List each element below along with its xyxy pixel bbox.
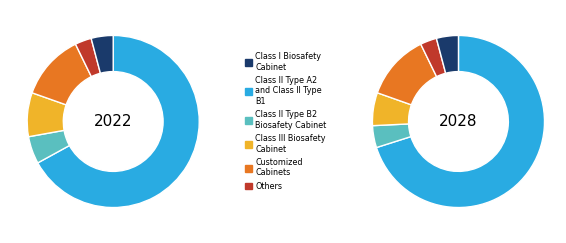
Wedge shape <box>376 35 544 208</box>
Wedge shape <box>421 38 445 77</box>
Wedge shape <box>372 124 411 148</box>
Text: 2028: 2028 <box>439 114 478 129</box>
Wedge shape <box>38 35 199 208</box>
Wedge shape <box>436 35 458 73</box>
Wedge shape <box>28 130 70 163</box>
Wedge shape <box>32 44 91 105</box>
Legend: Class I Biosafety
Cabinet, Class II Type A2
and Class II Type
B1, Class II Type : Class I Biosafety Cabinet, Class II Type… <box>244 52 328 191</box>
Wedge shape <box>75 38 100 77</box>
Wedge shape <box>27 93 66 137</box>
Wedge shape <box>372 93 411 126</box>
Text: 2022: 2022 <box>94 114 132 129</box>
Wedge shape <box>91 35 113 73</box>
Wedge shape <box>378 44 436 105</box>
